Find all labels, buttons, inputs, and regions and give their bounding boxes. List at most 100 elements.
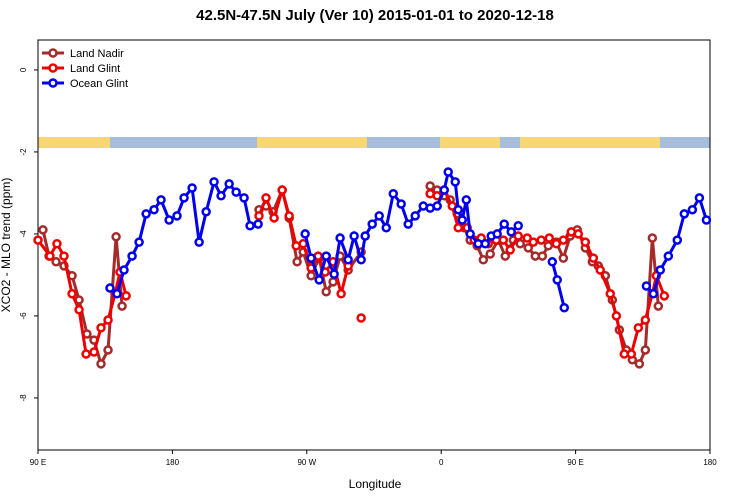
data-point (141, 209, 151, 219)
data-point (45, 251, 55, 261)
x-axis-label: Longitude (349, 477, 402, 491)
data-point (111, 232, 121, 242)
data-point (626, 349, 637, 359)
data-point (121, 291, 131, 301)
data-point (51, 257, 61, 267)
data-point (653, 301, 664, 311)
data-point (580, 237, 591, 247)
data-point (633, 323, 644, 333)
data-point (52, 239, 62, 249)
data-point (478, 255, 489, 265)
data-point (328, 277, 338, 287)
data-point (515, 239, 525, 249)
plot-frame (37, 39, 711, 451)
data-point (694, 193, 705, 203)
data-point (134, 237, 144, 247)
data-point (403, 219, 413, 229)
x-tick-label: 0 (439, 458, 444, 467)
data-point (687, 204, 698, 215)
data-point (349, 231, 359, 241)
data-point (537, 251, 548, 261)
data-point (559, 302, 570, 313)
data-point (500, 251, 511, 261)
data-point (655, 265, 666, 275)
data-point (663, 251, 674, 261)
y-tick-label: 0 (19, 67, 28, 72)
data-point (543, 241, 554, 251)
data-point (499, 219, 509, 229)
data-point (59, 251, 69, 261)
y-tick-label: -8 (19, 394, 28, 402)
data-point (164, 215, 174, 225)
data-point (117, 301, 127, 311)
data-point (292, 257, 302, 267)
data-point (522, 233, 532, 243)
data-point (321, 286, 331, 297)
data-point (701, 215, 712, 225)
data-point (425, 181, 435, 191)
data-point (558, 235, 569, 245)
data-point (432, 201, 442, 211)
data-point (551, 239, 562, 249)
data-point (595, 265, 605, 275)
data-point (480, 239, 491, 249)
data-point (103, 345, 113, 355)
data-point (231, 187, 241, 197)
data-point (443, 167, 453, 177)
data-point (81, 349, 91, 359)
data-point (611, 311, 622, 321)
data-point (149, 204, 159, 215)
legend-label: Ocean Glint (70, 78, 128, 90)
data-point (573, 229, 584, 239)
data-point (605, 289, 615, 299)
data-point (648, 289, 659, 299)
data-point (388, 189, 399, 199)
data-point (335, 233, 345, 243)
data-point (179, 193, 189, 203)
data-point (277, 185, 287, 195)
data-point (112, 289, 122, 299)
map-strip (38, 137, 710, 148)
data-point (360, 231, 370, 241)
data-point (498, 235, 509, 245)
y-tick-label: -2 (19, 148, 28, 156)
data-point (461, 195, 472, 205)
data-point (269, 213, 279, 223)
x-tick-label: 180 (166, 458, 180, 467)
data-point (679, 209, 690, 219)
y-axis-label: XCO2 - MLO trend (ppm) (0, 178, 13, 313)
data-point (194, 237, 204, 247)
data-point (67, 289, 77, 299)
data-point (33, 235, 43, 245)
data-point (453, 223, 463, 233)
data-point (544, 233, 555, 243)
data-point (356, 313, 366, 323)
data-point (457, 215, 468, 225)
data-point (172, 211, 182, 221)
data-point (156, 195, 166, 205)
data-point (640, 315, 651, 325)
data-point (588, 253, 599, 263)
data-point (201, 207, 211, 217)
data-point (439, 185, 449, 195)
data-point (38, 225, 48, 235)
data-point (127, 251, 137, 261)
legend-label: Land Glint (70, 63, 120, 75)
data-point (253, 219, 263, 229)
data-point (381, 223, 391, 233)
data-point (647, 233, 658, 243)
data-point (547, 257, 558, 267)
data-point (528, 237, 539, 247)
data-point (96, 359, 106, 369)
data-point (374, 211, 384, 221)
data-point (356, 255, 366, 265)
data-point (314, 275, 324, 285)
data-point (640, 345, 651, 355)
data-point (74, 305, 84, 315)
data-point (105, 283, 115, 293)
data-point (641, 281, 652, 291)
data-point (396, 199, 406, 209)
data-point (321, 251, 331, 261)
data-point (119, 265, 129, 275)
